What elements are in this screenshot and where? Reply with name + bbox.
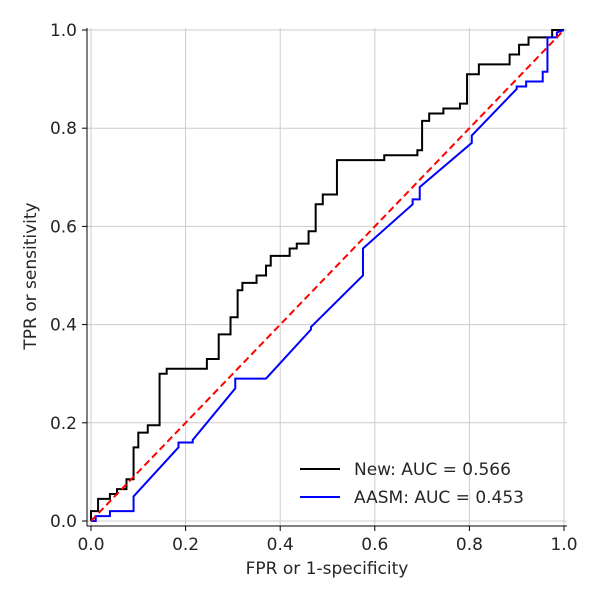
- y-tick-label-2: 0.4: [50, 316, 77, 336]
- y-tick-label-4: 0.8: [50, 119, 77, 139]
- series-layer: [90, 29, 565, 522]
- legend-label-aasm: AASM: AUC = 0.453: [354, 488, 524, 508]
- x-tick-label-4: 0.8: [456, 535, 483, 555]
- legend: New: AUC = 0.566 AASM: AUC = 0.453: [300, 460, 524, 508]
- y-tick-label-1: 0.2: [50, 414, 77, 434]
- y-axis-label: TPR or sensitivity: [21, 202, 41, 350]
- x-tick-label-1: 0.2: [172, 535, 199, 555]
- axes: [86, 28, 567, 527]
- legend-label-new: New: AUC = 0.566: [354, 460, 511, 480]
- aasm-roc-line: [91, 29, 565, 522]
- x-tick-label-2: 0.4: [267, 535, 294, 555]
- y-tick-label-3: 0.6: [50, 217, 77, 237]
- chance-diagonal-line: [90, 29, 565, 522]
- y-tick-label-0: 0.0: [50, 512, 77, 532]
- new-roc-line: [90, 29, 564, 521]
- x-axis-label: FPR or 1-specificity: [246, 559, 409, 579]
- y-tick-label-5: 1.0: [50, 21, 77, 41]
- x-tick-label-5: 1.0: [550, 535, 577, 555]
- x-tick-label-0: 0.0: [77, 535, 104, 555]
- tick-labels: 0.0 0.2 0.4 0.6 0.8 1.0 0.0 0.2 0.4 0.6 0.8 1.0: [50, 21, 578, 555]
- x-tick-label-3: 0.6: [361, 535, 388, 555]
- grid-lines: [87, 28, 567, 526]
